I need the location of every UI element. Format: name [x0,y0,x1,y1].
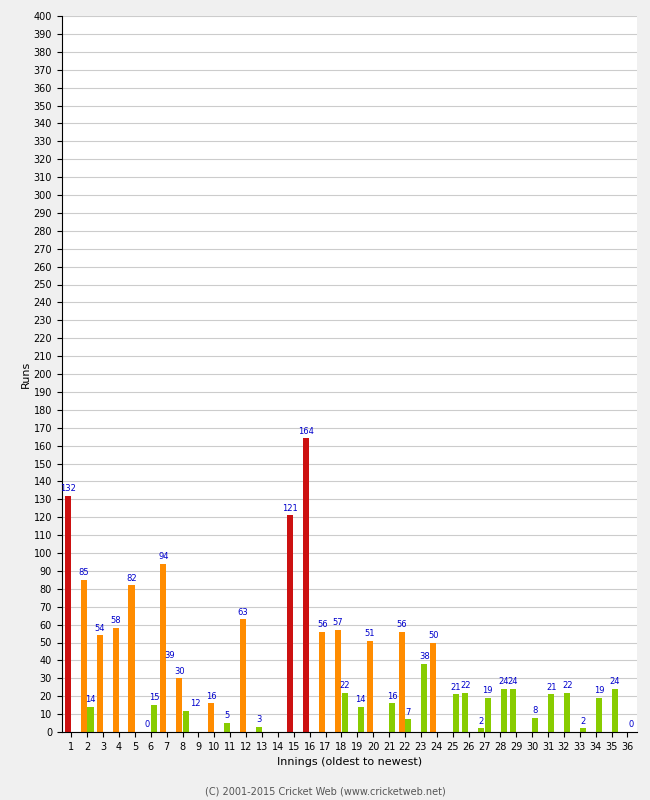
Text: 12: 12 [190,699,200,708]
Bar [304,438,309,732]
Bar [240,619,246,732]
Text: 24: 24 [499,678,509,686]
Bar [224,723,230,732]
Bar [430,642,436,732]
Bar [549,694,554,732]
Bar [81,580,87,732]
Bar [564,693,570,732]
Bar [287,515,293,732]
Text: 21: 21 [546,682,556,692]
Text: 54: 54 [94,624,105,633]
Bar [335,630,341,732]
Text: 22: 22 [460,681,471,690]
Bar [208,703,214,732]
Bar [97,635,103,732]
Text: 16: 16 [387,692,398,701]
Text: 24: 24 [508,678,518,686]
Text: 94: 94 [158,552,168,561]
Text: 2: 2 [580,717,586,726]
Bar [580,729,586,732]
Text: 16: 16 [205,692,216,701]
Text: 164: 164 [298,426,314,436]
Bar [161,564,166,732]
Text: 56: 56 [396,620,407,629]
Text: 39: 39 [164,650,176,659]
Bar [612,689,618,732]
Bar [112,628,119,732]
Bar [342,693,348,732]
Text: 50: 50 [428,631,439,640]
Bar [176,678,182,732]
Text: 2: 2 [478,717,484,726]
Text: 51: 51 [365,629,375,638]
Text: 57: 57 [333,618,343,627]
Text: 14: 14 [85,695,96,704]
Text: 7: 7 [406,708,411,717]
Bar [151,705,157,732]
Text: 8: 8 [533,706,538,715]
Text: 19: 19 [593,686,604,695]
Text: 63: 63 [237,607,248,617]
Text: 132: 132 [60,484,76,493]
Bar [367,641,373,732]
Bar [500,689,507,732]
Bar [453,694,459,732]
Bar [88,707,94,732]
Text: 58: 58 [111,617,121,626]
Text: 0: 0 [145,720,150,730]
Text: 14: 14 [356,695,366,704]
Bar [510,689,516,732]
Text: 22: 22 [339,681,350,690]
Bar [183,710,189,732]
Bar [398,632,405,732]
Text: (C) 2001-2015 Cricket Web (www.cricketweb.net): (C) 2001-2015 Cricket Web (www.cricketwe… [205,786,445,796]
Text: 22: 22 [562,681,573,690]
Bar [389,703,395,732]
Text: 5: 5 [224,711,229,720]
Text: 0: 0 [628,720,634,730]
Bar [319,632,325,732]
Text: 82: 82 [126,574,136,582]
Bar [65,496,71,732]
Text: 85: 85 [79,568,89,577]
Bar [485,698,491,732]
Bar [358,707,364,732]
Y-axis label: Runs: Runs [21,360,31,388]
Text: 24: 24 [610,678,620,686]
Bar [462,693,468,732]
Text: 21: 21 [450,682,462,692]
Text: 30: 30 [174,666,185,676]
Text: 56: 56 [317,620,328,629]
X-axis label: Innings (oldest to newest): Innings (oldest to newest) [277,758,422,767]
Text: 121: 121 [283,504,298,513]
Bar [421,664,427,732]
Bar [478,729,484,732]
Bar [255,726,262,732]
Bar [406,719,411,732]
Text: 3: 3 [256,715,261,724]
Text: 38: 38 [419,652,430,662]
Text: 19: 19 [482,686,493,695]
Bar [532,718,538,732]
Text: 15: 15 [149,694,159,702]
Bar [596,698,602,732]
Bar [129,586,135,732]
